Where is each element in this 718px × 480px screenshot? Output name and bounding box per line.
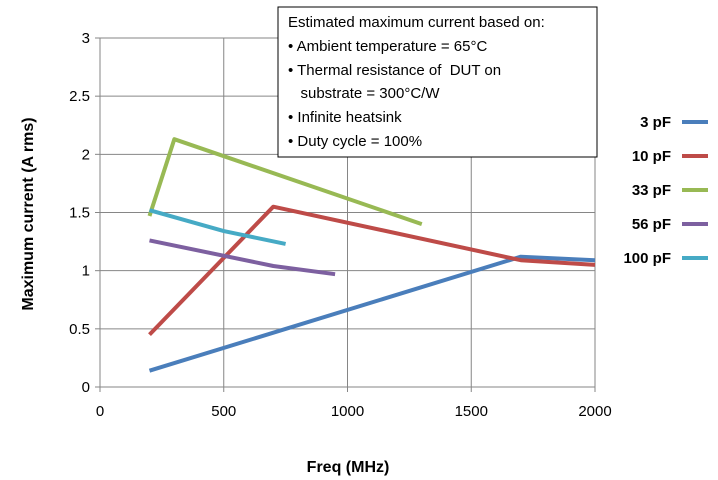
y-axis-title: Maximum current (A rms) bbox=[20, 117, 37, 310]
x-tick-label: 1000 bbox=[331, 403, 364, 420]
annotation-line: • Duty cycle = 100% bbox=[288, 133, 422, 150]
annotation-box: Estimated maximum current based on: • Am… bbox=[277, 6, 598, 158]
legend-label: 56 pF bbox=[632, 216, 671, 233]
legend: 3 pF 10 pF 33 pF 56 pF 100 pF bbox=[623, 114, 708, 267]
x-tick-label: 500 bbox=[211, 403, 236, 420]
series-line-56pf bbox=[149, 238, 336, 277]
y-tick-label: 1 bbox=[82, 263, 90, 280]
x-tick-label: 1500 bbox=[455, 403, 488, 420]
y-tick-label: 2 bbox=[82, 146, 90, 163]
annotation-line: substrate = 300°C/W bbox=[288, 85, 440, 102]
annotation-line: • Thermal resistance of DUT on bbox=[288, 62, 501, 79]
series-line-10pf bbox=[148, 204, 596, 336]
legend-label: 100 pF bbox=[623, 250, 671, 267]
x-tick-labels: 0 500 1000 1500 2000 bbox=[96, 403, 612, 420]
y-tick-label: 0.5 bbox=[69, 321, 90, 338]
y-tick-label: 2.5 bbox=[69, 88, 90, 105]
y-tick-label: 0 bbox=[82, 379, 90, 396]
annotation-line: • Infinite heatsink bbox=[288, 109, 402, 126]
annotation-heading: Estimated maximum current based on: bbox=[288, 14, 545, 31]
legend-label: 10 pF bbox=[632, 148, 671, 165]
y-tick-label: 3 bbox=[82, 30, 90, 47]
annotation-frame bbox=[277, 6, 598, 158]
annotation-line: • Ambient temperature = 65°C bbox=[288, 38, 487, 55]
legend-label: 33 pF bbox=[632, 182, 671, 199]
x-tick-label: 2000 bbox=[578, 403, 611, 420]
y-tick-label: 1.5 bbox=[69, 205, 90, 222]
series-line-33pf bbox=[147, 137, 423, 226]
series-line-3pf bbox=[148, 254, 596, 373]
legend-label: 3 pF bbox=[640, 114, 671, 131]
y-tick-labels: 0 0.5 1 1.5 2 2.5 3 bbox=[69, 30, 90, 396]
series-lines bbox=[147, 137, 596, 373]
x-axis-title: Freq (MHz) bbox=[307, 459, 390, 476]
series-line-100pf bbox=[148, 208, 287, 246]
x-tick-label: 0 bbox=[96, 403, 104, 420]
